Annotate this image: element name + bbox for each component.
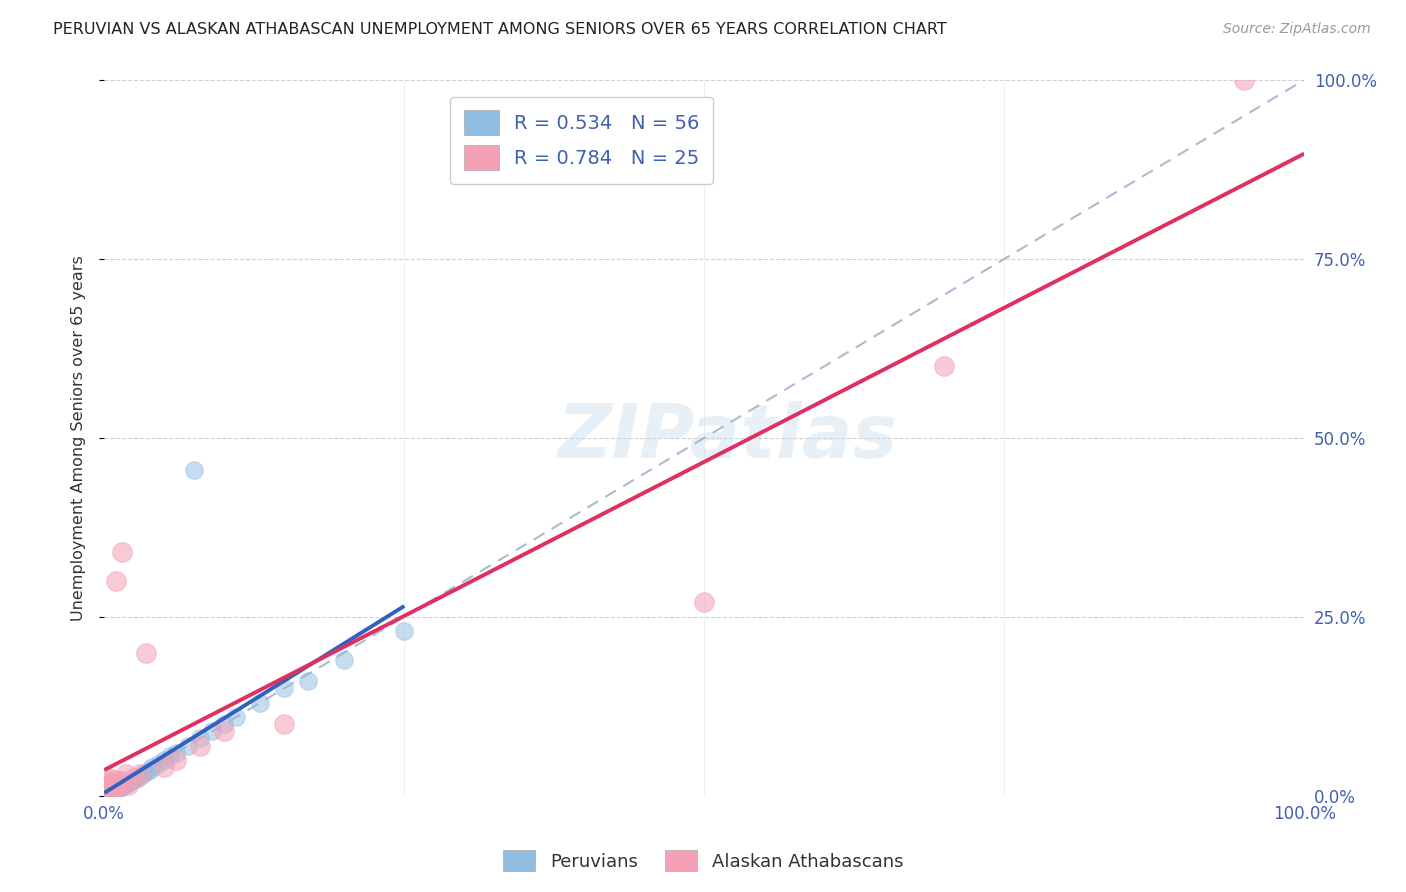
Point [165,753,187,767]
Point [103,782,125,797]
Point [107,778,129,792]
Point [129,767,152,781]
Point [159,749,181,764]
Point [131,767,153,781]
Point [97,785,120,799]
Point [105,772,128,787]
Legend: R = 0.534   N = 56, R = 0.784   N = 25: R = 0.534 N = 56, R = 0.784 N = 25 [450,97,713,184]
Text: PERUVIAN VS ALASKAN ATHABASCAN UNEMPLOYMENT AMONG SENIORS OVER 65 YEARS CORRELAT: PERUVIAN VS ALASKAN ATHABASCAN UNEMPLOYM… [53,22,948,37]
Point [104,781,127,796]
Point [101,784,124,798]
Point [201,724,224,739]
Point [693,595,716,609]
Point [96,788,118,802]
Point [183,463,205,477]
Point [96,774,118,789]
Point [124,771,146,785]
Point [108,780,131,795]
Point [188,739,211,753]
Point [127,771,149,785]
Point [103,780,125,794]
Point [103,783,125,797]
Point [105,782,128,797]
Point [214,717,236,731]
Point [98,787,121,801]
Point [97,788,120,802]
Point [273,717,295,731]
Point [135,765,157,780]
Point [115,777,138,791]
Point [111,780,134,794]
Point [97,778,120,792]
Point [129,769,152,783]
Point [101,783,124,797]
Point [115,767,138,781]
Point [105,574,128,588]
Point [107,780,129,794]
Point [135,646,157,660]
Point [177,739,200,753]
Point [111,545,134,559]
Point [107,781,129,796]
Point [117,778,139,792]
Point [117,776,139,790]
Point [98,783,121,797]
Point [104,783,127,797]
Point [96,786,118,800]
Point [148,756,170,771]
Point [98,784,121,798]
Point [141,760,163,774]
Point [98,785,121,799]
Y-axis label: Unemployment Among Seniors over 65 years: Unemployment Among Seniors over 65 years [72,255,86,621]
Point [105,780,128,795]
Point [139,763,162,777]
Legend: Peruvians, Alaskan Athabascans: Peruvians, Alaskan Athabascans [495,843,911,879]
Point [98,771,121,785]
Point [97,787,120,801]
Point [111,779,134,793]
Text: Source: ZipAtlas.com: Source: ZipAtlas.com [1223,22,1371,37]
Point [225,710,247,724]
Point [153,753,176,767]
Point [111,774,134,789]
Point [110,780,132,794]
Point [94,788,117,802]
Point [98,781,121,796]
Point [214,724,236,739]
Point [165,746,187,760]
Point [100,785,122,799]
Point [98,786,121,800]
Point [98,786,121,800]
Point [94,788,117,802]
Point [96,787,118,801]
Point [100,776,122,790]
Point [100,784,122,798]
Point [101,783,124,797]
Point [297,674,319,689]
Text: ZIPatlas: ZIPatlas [558,401,898,475]
Point [273,681,295,696]
Point [120,774,142,789]
Point [249,696,271,710]
Point [124,772,146,787]
Point [333,653,356,667]
Point [153,760,176,774]
Point [934,359,956,374]
Point [188,731,211,746]
Point [1233,73,1256,87]
Point [394,624,416,639]
Point [112,778,135,792]
